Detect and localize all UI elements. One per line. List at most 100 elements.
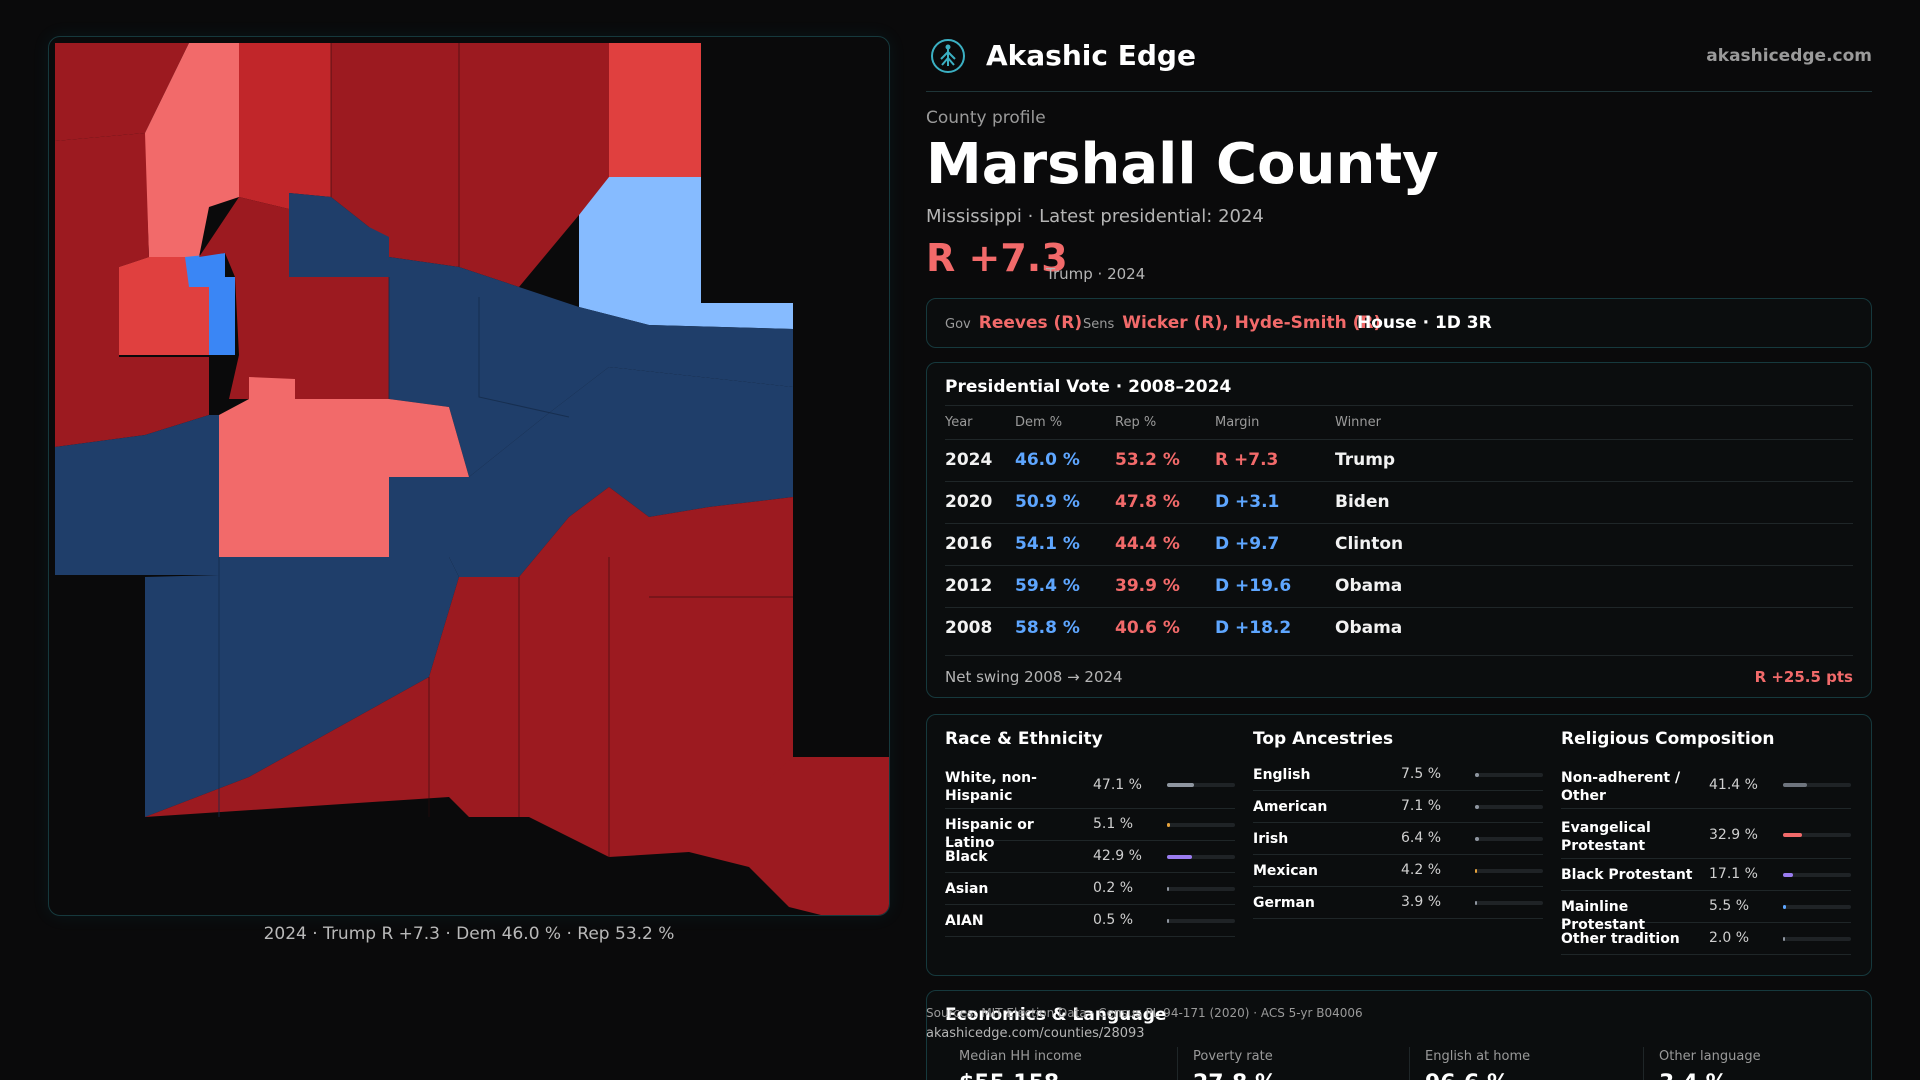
- col-header-winner: Winner: [1335, 415, 1382, 430]
- precinct-center-north-blue[interactable]: [289, 193, 793, 477]
- gov-label: Gov: [945, 317, 971, 332]
- row-margin: R +7.3: [1215, 450, 1279, 470]
- religion-value: 2.0 %: [1709, 930, 1750, 946]
- row-dem: 59.4 %: [1015, 576, 1080, 596]
- religion-value: 17.1 %: [1709, 866, 1758, 882]
- headline-margin-sub: Trump · 2024: [1046, 265, 1146, 283]
- list-item: English 7.5 %: [1253, 759, 1543, 791]
- list-item: White, non-Hispanic 47.1 %: [945, 759, 1235, 809]
- row-winner: Trump: [1335, 450, 1396, 470]
- econ-label-poverty: Poverty rate: [1193, 1049, 1273, 1064]
- religion-bar: [1783, 783, 1851, 787]
- table-row: 2012 59.4 % 39.9 % D +19.6 Obama: [945, 565, 1853, 607]
- tree-of-life-icon[interactable]: [930, 38, 966, 74]
- list-item: Hispanic or Latino 5.1 %: [945, 809, 1235, 851]
- list-item: Mexican 4.2 %: [1253, 855, 1543, 887]
- economics-card: Economics & Language Median HH income Po…: [926, 990, 1872, 1080]
- precinct-center-blue[interactable]: [389, 367, 793, 577]
- list-item: German 3.9 %: [1253, 887, 1543, 919]
- list-item: Evangelical Protestant 32.9 %: [1561, 809, 1851, 859]
- row-year: 2020: [945, 492, 993, 512]
- race-label: AIAN: [945, 913, 984, 929]
- col-header-year: Year: [945, 415, 973, 430]
- row-rep: 53.2 %: [1115, 450, 1180, 470]
- county-map[interactable]: [48, 36, 890, 916]
- precinct-northwest[interactable]: [55, 43, 189, 141]
- race-label: Hispanic or Latino: [945, 817, 1034, 851]
- presidential-title: Presidential Vote · 2008–2024: [945, 377, 1232, 397]
- brand-name[interactable]: Akashic Edge: [986, 39, 1196, 72]
- row-winner: Obama: [1335, 576, 1403, 596]
- precinct-west-red[interactable]: [119, 257, 209, 355]
- profile-kicker: County profile: [926, 108, 1046, 128]
- race-column: Race & Ethnicity White, non-Hispanic 47.…: [945, 715, 1235, 977]
- race-value: 0.5 %: [1093, 912, 1134, 928]
- ancestry-title: Top Ancestries: [1253, 729, 1394, 749]
- row-margin: D +9.7: [1215, 534, 1280, 554]
- precinct-north-east[interactable]: [459, 43, 609, 287]
- race-title: Race & Ethnicity: [945, 729, 1103, 749]
- ancestry-label: Irish: [1253, 831, 1289, 847]
- table-row: 2020 50.9 % 47.8 % D +3.1 Biden: [945, 481, 1853, 523]
- senators: Sens Wicker (R), Hyde-Smith (R): [1083, 313, 1381, 333]
- ancestry-label: German: [1253, 895, 1315, 911]
- list-item: Black Protestant 17.1 %: [1561, 859, 1851, 891]
- house-delegation: House · 1D 3R: [1357, 313, 1492, 333]
- row-margin: D +3.1: [1215, 492, 1280, 512]
- precinct-south-blue[interactable]: [145, 557, 459, 817]
- list-item: American 7.1 %: [1253, 791, 1543, 823]
- race-bar: [1167, 855, 1235, 859]
- row-year: 2016: [945, 534, 993, 554]
- econ-value-other-lang: 3.4 %: [1659, 1071, 1728, 1080]
- row-rep: 39.9 %: [1115, 576, 1180, 596]
- row-rep: 44.4 %: [1115, 534, 1180, 554]
- precinct-center-red[interactable]: [199, 197, 389, 399]
- precinct-west-blue[interactable]: [185, 253, 235, 355]
- precinct-southwest-blue[interactable]: [55, 415, 219, 575]
- row-rep: 47.8 %: [1115, 492, 1180, 512]
- econ-label-other-lang: Other language: [1659, 1049, 1761, 1064]
- table-row: 2008 58.8 % 40.6 % D +18.2 Obama: [945, 607, 1853, 649]
- precinct-center-lightred[interactable]: [219, 377, 469, 557]
- religion-bar: [1783, 873, 1851, 877]
- precinct-north-mid[interactable]: [239, 43, 331, 209]
- precinct-northeast-red[interactable]: [609, 43, 701, 177]
- ancestry-label: American: [1253, 799, 1328, 815]
- precinct-north-central[interactable]: [331, 43, 459, 267]
- religion-label: Black Protestant: [1561, 867, 1693, 883]
- race-bar-fill: [1167, 823, 1170, 827]
- religion-label: Other tradition: [1561, 931, 1680, 947]
- ancestry-label: English: [1253, 767, 1311, 783]
- race-value: 42.9 %: [1093, 848, 1142, 864]
- religion-bar: [1783, 833, 1851, 837]
- ancestry-bar-fill: [1475, 837, 1479, 841]
- precinct-northeast-lightblue[interactable]: [579, 177, 793, 329]
- source-url[interactable]: akashicedge.com/counties/28093: [926, 1026, 1145, 1041]
- brand-url[interactable]: akashicedge.com: [1706, 46, 1872, 66]
- ancestry-bar-fill: [1475, 869, 1477, 873]
- race-bar-fill: [1167, 919, 1169, 923]
- religion-bar-fill: [1783, 937, 1785, 941]
- governor: Gov Reeves (R): [945, 313, 1082, 333]
- table-row: 2024 46.0 % 53.2 % R +7.3 Trump: [945, 439, 1853, 481]
- ancestry-bar-fill: [1475, 805, 1479, 809]
- ancestry-bar-fill: [1475, 901, 1477, 905]
- presidential-vote-card: Presidential Vote · 2008–2024 Year Dem %…: [926, 362, 1872, 698]
- ancestry-value: 6.4 %: [1401, 830, 1442, 846]
- row-rep: 40.6 %: [1115, 618, 1180, 638]
- row-year: 2024: [945, 450, 993, 470]
- page-title: Marshall County: [926, 132, 1439, 197]
- econ-value-poverty: 27.8 %: [1193, 1071, 1277, 1080]
- econ-value-english: 96.6 %: [1425, 1071, 1509, 1080]
- race-value: 5.1 %: [1093, 816, 1134, 832]
- precinct-north-light[interactable]: [145, 43, 239, 257]
- ancestry-bar: [1475, 805, 1543, 809]
- precinct-west[interactable]: [55, 133, 209, 447]
- precinct-map-svg[interactable]: [49, 37, 890, 916]
- row-year: 2008: [945, 618, 993, 638]
- precinct-south-red[interactable]: [145, 487, 889, 916]
- precinct-southeast-red[interactable]: [609, 597, 793, 817]
- row-margin: D +19.6: [1215, 576, 1292, 596]
- sens-names: Wicker (R), Hyde-Smith (R): [1122, 313, 1382, 333]
- net-swing: Net swing 2008 → 2024 R +25.5 pts: [945, 655, 1853, 689]
